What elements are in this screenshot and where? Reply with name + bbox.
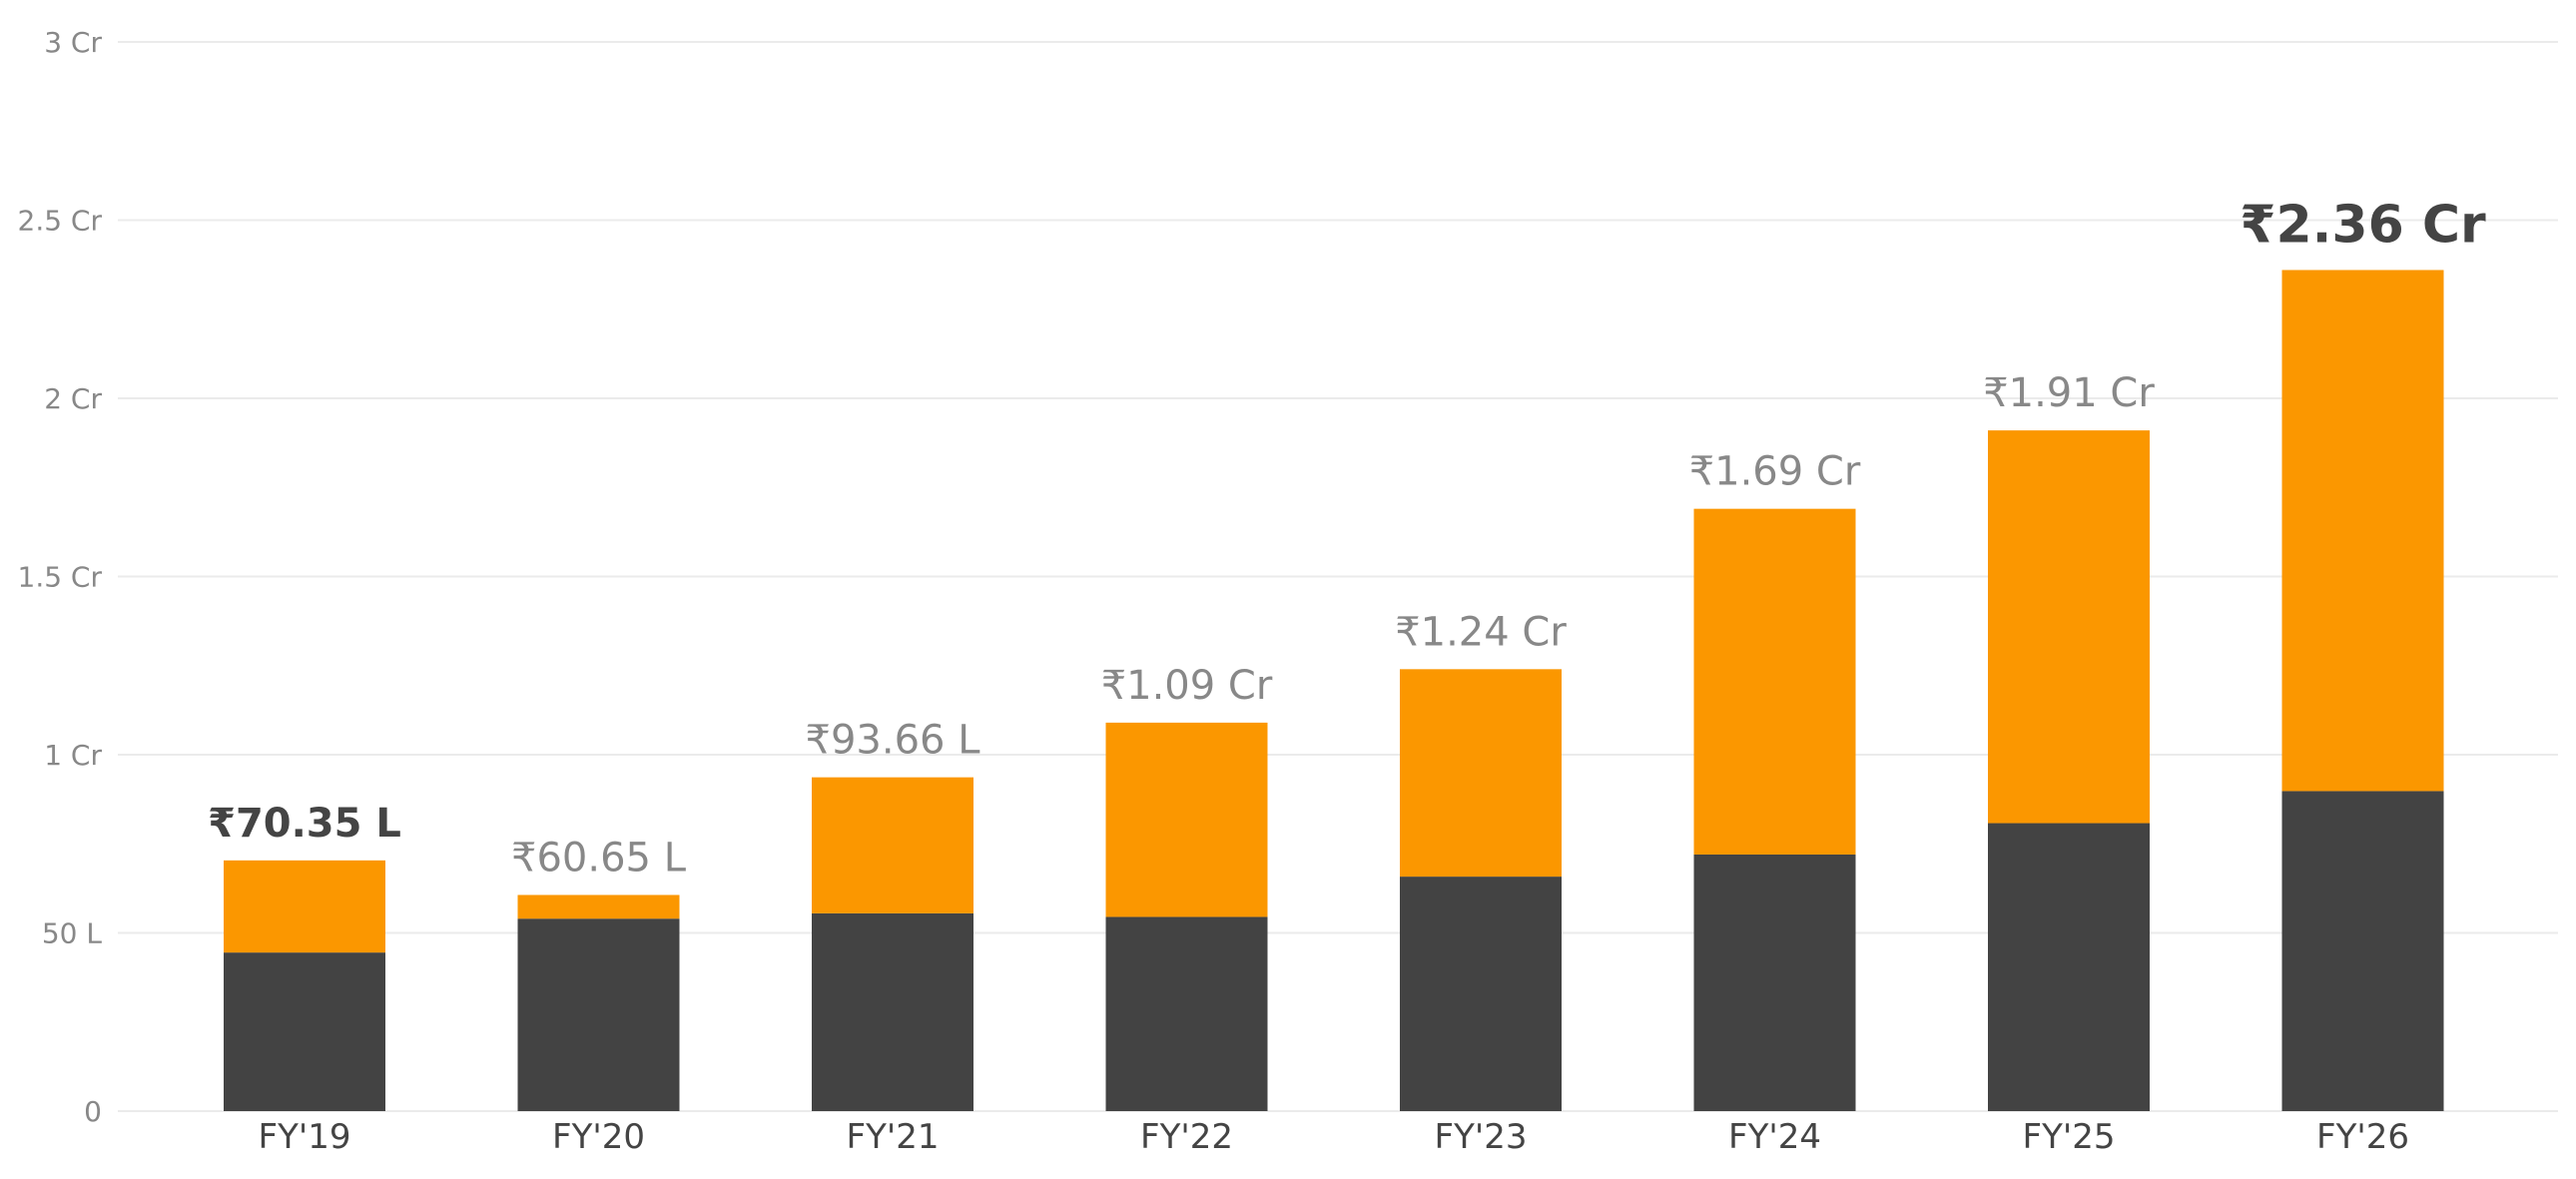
x-tick-label: FY'20 bbox=[552, 1117, 645, 1157]
bar-stack bbox=[2281, 270, 2444, 1111]
y-tick-label: 1.5 Cr bbox=[18, 561, 103, 594]
total-label: ₹1.09 Cr bbox=[1101, 663, 1273, 709]
y-axis-ticks: 0 50 L 1 Cr 1.5 Cr 2 Cr 2.5 Cr 3 Cr bbox=[18, 26, 103, 1128]
y-tick-label: 2 Cr bbox=[44, 382, 102, 415]
bar-segment-top bbox=[1693, 508, 1856, 855]
x-tick-label: FY'22 bbox=[1140, 1117, 1233, 1157]
bar-segment-top bbox=[2281, 270, 2444, 792]
bar-segment-base bbox=[1400, 877, 1562, 1111]
x-tick-label: FY'24 bbox=[1728, 1117, 1821, 1157]
bar-segment-top bbox=[517, 894, 680, 919]
total-label: ₹60.65 L bbox=[511, 835, 687, 881]
y-tick-label: 1 Cr bbox=[44, 739, 102, 772]
y-tick-label: 50 L bbox=[42, 917, 103, 950]
bar-segment-top bbox=[812, 777, 973, 913]
y-tick-label: 0 bbox=[84, 1095, 102, 1128]
y-tick-label: 2.5 Cr bbox=[18, 205, 103, 238]
x-tick-label: FY'23 bbox=[1435, 1117, 1528, 1157]
bar-stack bbox=[812, 777, 973, 1111]
bar-segment-base bbox=[224, 952, 385, 1111]
bar-segment-base bbox=[1693, 854, 1856, 1111]
bar-segment-base bbox=[812, 912, 973, 1111]
x-tick-label: FY'21 bbox=[847, 1117, 940, 1157]
bar-segment-top bbox=[1988, 430, 2150, 824]
total-label: ₹70.35 L bbox=[208, 801, 401, 847]
bar-segment-base bbox=[517, 918, 680, 1111]
total-label: ₹1.69 Cr bbox=[1689, 449, 1861, 495]
gridlines bbox=[118, 41, 2558, 1112]
bar-segment-base bbox=[1105, 916, 1268, 1111]
bar-segment-top bbox=[224, 860, 385, 953]
bars bbox=[224, 270, 2444, 1111]
bar-segment-base bbox=[2281, 791, 2444, 1111]
total-label: ₹1.91 Cr bbox=[1983, 370, 2155, 416]
bar-stack bbox=[517, 894, 680, 1111]
bar-stack bbox=[1693, 508, 1856, 1111]
x-tick-label: FY'26 bbox=[2316, 1117, 2409, 1157]
total-label: ₹2.36 Cr bbox=[2240, 195, 2486, 255]
total-label: ₹93.66 L bbox=[806, 718, 981, 764]
x-tick-label: FY'25 bbox=[2023, 1117, 2116, 1157]
x-tick-label: FY'19 bbox=[259, 1117, 351, 1157]
total-labels: ₹70.35 L ₹60.65 L ₹93.66 L ₹1.09 Cr ₹1.24 Cr… bbox=[208, 195, 2486, 881]
bar-segment-base bbox=[1988, 823, 2150, 1111]
x-axis-ticks: FY'19 FY'20 FY'21 FY'22 FY'23 FY'24 FY'25 FY'26 bbox=[259, 1117, 2409, 1157]
total-label: ₹1.24 Cr bbox=[1395, 609, 1567, 655]
y-tick-label: 3 Cr bbox=[44, 26, 102, 59]
bar-segment-top bbox=[1105, 722, 1268, 917]
bar-stack bbox=[1400, 669, 1562, 1111]
bar-stack bbox=[1105, 722, 1268, 1111]
bar-stack bbox=[1988, 430, 2150, 1111]
bar-stack bbox=[224, 860, 385, 1111]
bar-segment-top bbox=[1400, 669, 1562, 878]
